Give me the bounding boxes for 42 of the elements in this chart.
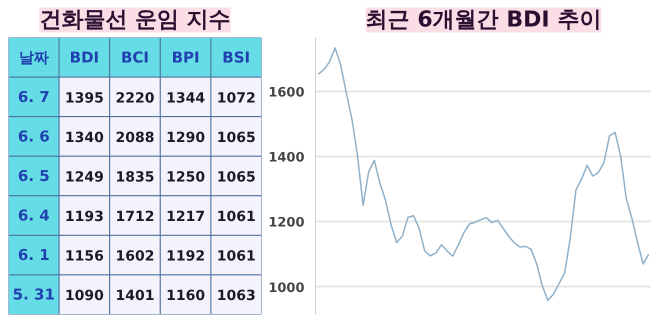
y-tick-label: 6. 6: [18, 127, 50, 146]
y-tick-label: 1600: [268, 85, 305, 100]
line-series: [318, 47, 650, 302]
data-label: 2220: [116, 90, 155, 106]
y-tick-label: 1200: [268, 216, 305, 231]
data-label: 1395: [64, 90, 104, 106]
data-label: 1192: [166, 248, 206, 265]
x-tick-label: BSI: [222, 48, 250, 66]
y-tick-label: 1000: [268, 280, 305, 296]
data-label: 2088: [116, 130, 154, 146]
chart-title: 건화물선 운임 지수: [39, 8, 231, 32]
data-label: 1072: [216, 90, 256, 106]
x-tick-label: BPI: [172, 48, 200, 66]
data-label: 1250: [166, 170, 206, 186]
x-tick-label: BCI: [120, 48, 150, 66]
data-label: 1090: [64, 288, 104, 304]
y-tick-label: 5. 31: [12, 286, 55, 304]
data-label: 1835: [116, 170, 154, 186]
data-label: 1340: [64, 130, 104, 146]
data-label: 1401: [116, 288, 154, 304]
data-label: 1063: [216, 288, 256, 304]
y-tick-label: 6. 1: [18, 246, 50, 264]
data-label: 1344: [166, 90, 206, 106]
data-label: 1065: [216, 130, 256, 146]
y-axis-title: 날짜: [18, 48, 49, 66]
data-label: 1602: [116, 248, 154, 265]
data-label: 1290: [166, 130, 206, 146]
data-label: 1061: [216, 248, 256, 265]
data-label: 1249: [64, 170, 104, 186]
chart-title: 최근 6개월간 BDI 추이: [366, 8, 602, 32]
y-tick-label: 6. 7: [18, 88, 50, 106]
x-tick-label: BDI: [70, 48, 100, 66]
data-label: 1156: [64, 248, 104, 265]
y-tick-label: 6. 4: [18, 206, 50, 225]
data-label: 1712: [116, 209, 154, 226]
data-label: 1193: [64, 209, 104, 226]
y-tick-label: 6. 5: [18, 167, 50, 185]
data-label: 1160: [166, 288, 206, 304]
data-label: 1065: [216, 170, 256, 186]
data-label: 1217: [166, 209, 206, 226]
data-label: 1061: [216, 209, 256, 226]
y-tick-label: 1400: [268, 150, 305, 166]
